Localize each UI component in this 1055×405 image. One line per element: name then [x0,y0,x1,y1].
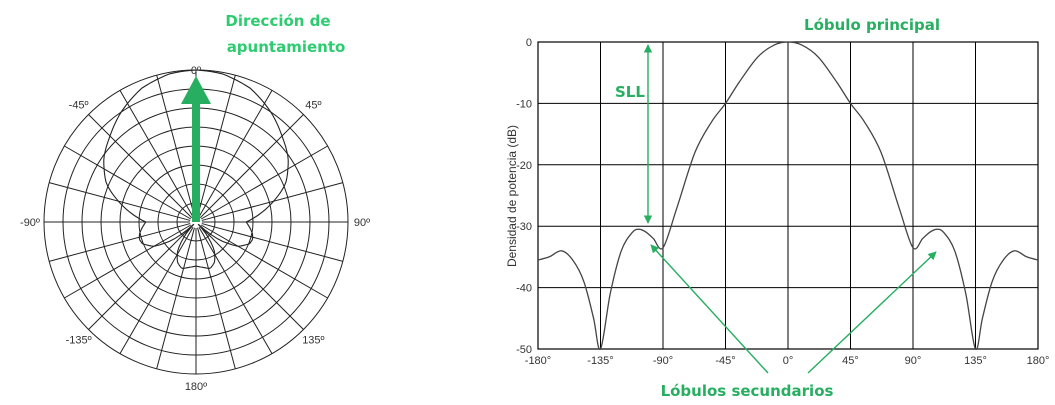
polar-angle-label: 0º [191,65,201,77]
y-tick-label: 0 [526,37,532,49]
polar-angle-label: 90º [354,217,370,229]
polar-angle-label: -45º [69,100,89,112]
polar-angle-label: -90º [20,217,40,229]
x-tick-label: -135° [587,355,613,367]
y-tick-label: -20 [516,160,532,172]
y-tick-label: -40 [516,283,532,295]
x-tick-label: 135° [964,355,987,367]
polar-grid-spoke [198,90,273,218]
pointing-arrow-head [181,76,211,104]
polar-grid-spoke [156,75,195,217]
polar-grid-spoke [197,75,236,217]
polar-grid-spoke [119,226,194,354]
polar-grid-spoke [119,90,194,218]
polar-grid-spoke [200,145,328,220]
polar-grid-spoke [88,114,193,219]
pointing-direction-label-line1: Dirección de [225,12,330,30]
polar-grid-spoke [200,224,328,299]
polar-grid-spoke [201,223,343,262]
chart-gridlines [537,41,1039,350]
polar-angle-label: 45º [305,100,321,112]
polar-grid-spoke [64,145,192,220]
y-axis-label: Densidad de potencia (dB) [505,125,519,267]
y-tick-label: -50 [516,344,532,356]
side-lobes-label: Lóbulos secundarios [661,382,834,400]
polar-grid-spoke [156,227,195,369]
pointing-direction-label-line2: apuntamiento [227,38,346,56]
side-lobe-arrow-left [650,244,769,374]
polar-grid-spoke [64,224,192,299]
polar-angle-labels: 0º 45º 90º 135º 180º -135º -90º -45º [20,65,370,393]
polar-angle-label: -135º [66,334,92,346]
sll-label: SLL [615,83,645,101]
x-tick-label: 0° [783,355,794,367]
polar-grid-spoke [198,226,273,354]
polar-radiation-diagram: 0º 45º 90º 135º 180º -135º -90º -45º Dirección … [20,12,370,393]
polar-grid-spoke [197,227,236,369]
polar-grid-spoke [88,225,193,330]
x-tick-label: 90° [905,355,922,367]
x-tick-label: -180° [525,355,551,367]
side-lobe-arrow-right [807,251,937,374]
polar-grid-spoke [199,225,304,330]
x-tick-label: 180° [1027,355,1050,367]
y-tick-label: -30 [516,221,532,233]
y-tick-label: -10 [516,98,532,110]
series-line [537,41,1039,350]
x-tick-label: -45° [715,355,735,367]
polar-grid-spoke [201,182,343,221]
chart-tick-labels: -180° -135° -90° -45° 0° 45° 90° 135° 180° 0 -10 -2… [516,37,1049,367]
polar-grid-spoke [49,182,191,221]
polar-grid-spoke [199,114,304,219]
polar-radiation-pattern [103,69,289,269]
polar-angle-label: 135º [302,334,324,346]
x-tick-label: -90° [653,355,673,367]
polar-angle-label: 180º [185,381,207,393]
power-density-chart: -180° -135° -90° -45° 0° 45° 90° 135° 180° 0 -10 -2… [505,16,1049,400]
x-tick-label: 45° [842,355,859,367]
main-lobe-label: Lóbulo principal [804,16,940,34]
polar-grid-spoke [49,223,191,262]
